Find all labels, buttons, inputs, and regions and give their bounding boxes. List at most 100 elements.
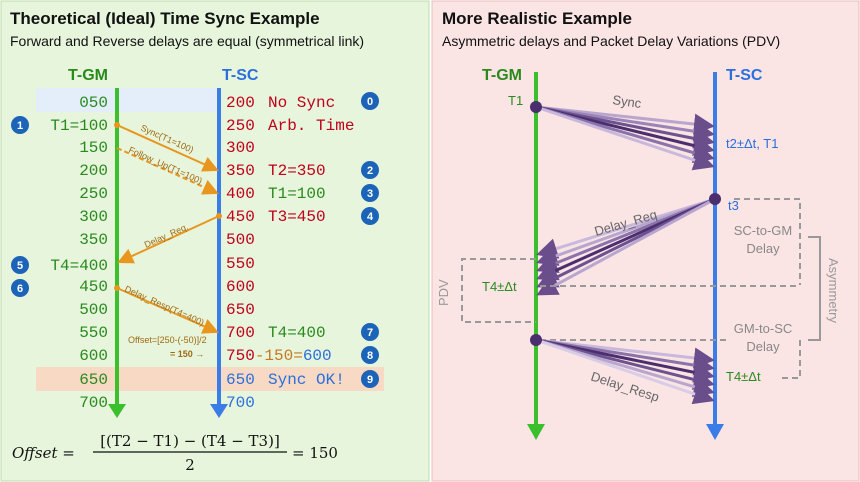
- gm-to-sc-label: GM-to-SC: [734, 321, 793, 336]
- step-badge-6: [11, 279, 29, 297]
- gm-time: 200: [79, 162, 108, 180]
- sc-time: 300: [226, 139, 255, 157]
- delay-resp-ray: [535, 338, 715, 405]
- right-sc-header: T-SC: [726, 67, 763, 84]
- formula-denominator: 2: [185, 456, 195, 474]
- gm-to-sc-bracket: [780, 340, 801, 379]
- step-badge-3-label: 3: [367, 188, 373, 200]
- delay-req-arrow: [117, 215, 220, 264]
- step-badge-4-label: 4: [367, 211, 374, 223]
- gm-time: 500: [79, 301, 108, 319]
- left-sc-arrowhead: [210, 404, 228, 418]
- t3-dot: [709, 193, 721, 205]
- t4-left-label-bg: [476, 276, 532, 296]
- step-badge-8-label: 8: [367, 350, 373, 362]
- delay-resp-arrow: [116, 287, 219, 334]
- step-badge-3: [361, 184, 379, 202]
- gm-time: 050: [79, 94, 108, 112]
- gm-time: 250: [79, 185, 108, 203]
- right-t4-right-label: T4±Δt: [726, 369, 761, 384]
- sc-time: 650: [226, 301, 255, 319]
- sc-row: 700 T4=400 7: [226, 323, 379, 342]
- pdv-bracket: [461, 258, 536, 323]
- gm-time: 700: [79, 394, 108, 412]
- sc-row: 450 T3=450 4: [226, 207, 379, 226]
- right-gm-arrowhead: [527, 424, 545, 440]
- gm-time: 150: [79, 139, 108, 157]
- formula-lhs: Offset =: [12, 444, 75, 462]
- gm-to-sc-label-bg: [728, 318, 798, 356]
- sc-to-gm-bracket: [734, 198, 801, 285]
- sync-ok-time: 650: [226, 371, 255, 389]
- right-sync-label: Sync: [612, 92, 643, 111]
- sync-fan: [535, 105, 715, 171]
- delay-resp-fan: [535, 338, 715, 405]
- right-t3-label: t3: [728, 198, 739, 213]
- step-badge-0-label: 0: [367, 96, 373, 108]
- right-subtitle: Asymmetric delays and Packet Delay Varia…: [442, 33, 780, 49]
- pdv-label: PDV: [436, 279, 451, 306]
- sc-time: 500: [226, 231, 255, 249]
- asymmetry-label: Asymmetry: [826, 258, 841, 324]
- delay-req-fan: [536, 197, 716, 296]
- sync-ray: [535, 105, 715, 171]
- formula-numerator: [(T2 − T1) − (T4 − T3)]: [100, 432, 280, 450]
- right-t1-label: T1: [508, 93, 523, 108]
- gm-time: 650: [79, 371, 108, 389]
- left-gm-arrowhead: [108, 404, 126, 418]
- sync-arrow: [116, 124, 219, 172]
- right-t4-left-label: T4±Δt: [482, 279, 517, 294]
- delay-req-ray: [536, 197, 716, 296]
- gm-time: 600: [79, 347, 108, 365]
- gm-to-sc-delay-label: Delay: [746, 339, 780, 354]
- calc-a: 750: [226, 347, 255, 365]
- sc-time: 550: [226, 255, 255, 273]
- sc-row: 400 T1=100 3: [226, 184, 379, 203]
- step-badge-4: [361, 207, 379, 225]
- step-badge-7: [361, 323, 379, 341]
- sync-ok-row: 650 Sync OK! 9: [226, 370, 379, 389]
- asymmetry-bracket: [808, 236, 821, 341]
- sc-final-time: 700: [226, 394, 255, 412]
- step-badge-5-label: 5: [17, 260, 23, 272]
- calc-expression: 750-150=600: [226, 347, 332, 365]
- sc-time: 700: [226, 324, 255, 342]
- sc-time: 450: [226, 208, 255, 226]
- sc-time: 350: [226, 162, 255, 180]
- sc-time: 600: [226, 278, 255, 296]
- sc-label: T2=350: [268, 162, 326, 180]
- offset-calc-label: Offset=[250-(-50)]/2: [128, 335, 207, 345]
- left-gm-header: T-GM: [68, 67, 108, 84]
- step-badge-2: [361, 161, 379, 179]
- left-title: Theoretical (Ideal) Time Sync Example: [10, 9, 320, 28]
- offset-formula: Offset = [(T2 − T1) − (T4 − T3)] 2 = 150: [12, 432, 338, 474]
- right-t2-label: t2±Δt, T1: [726, 136, 778, 151]
- t1-dot: [530, 101, 542, 113]
- sc-time: 400: [226, 185, 255, 203]
- step-badge-0: [361, 92, 379, 110]
- gm-time: 350: [79, 231, 108, 249]
- step-badge-9: [361, 370, 379, 388]
- sc-to-gm-delay-label: Delay: [746, 241, 780, 256]
- step-badge-2-label: 2: [367, 165, 373, 177]
- formula-rhs: = 150: [292, 444, 338, 462]
- gm-t1-label: T1=100: [50, 117, 108, 135]
- step-badge-6-label: 6: [17, 283, 23, 295]
- sc-row: 300: [226, 139, 255, 157]
- step-badge-5: [11, 256, 29, 274]
- gm-time: 300: [79, 208, 108, 226]
- sc-label: T1=100: [268, 185, 326, 203]
- sc-label: T3=450: [268, 208, 326, 226]
- gm-time: 550: [79, 324, 108, 342]
- sc-to-gm-label-bg: [728, 221, 798, 259]
- left-subtitle: Forward and Reverse delays are equal (sy…: [10, 33, 364, 49]
- right-sc-arrowhead: [706, 424, 724, 440]
- step-badge-7-label: 7: [367, 327, 373, 339]
- sc-label: No Sync: [268, 94, 335, 112]
- calc-c: 600: [303, 347, 332, 365]
- sync-ok-label: Sync OK!: [268, 371, 345, 389]
- step-badge-8: [361, 346, 379, 364]
- calc-row: 750-150=600 8: [226, 346, 379, 365]
